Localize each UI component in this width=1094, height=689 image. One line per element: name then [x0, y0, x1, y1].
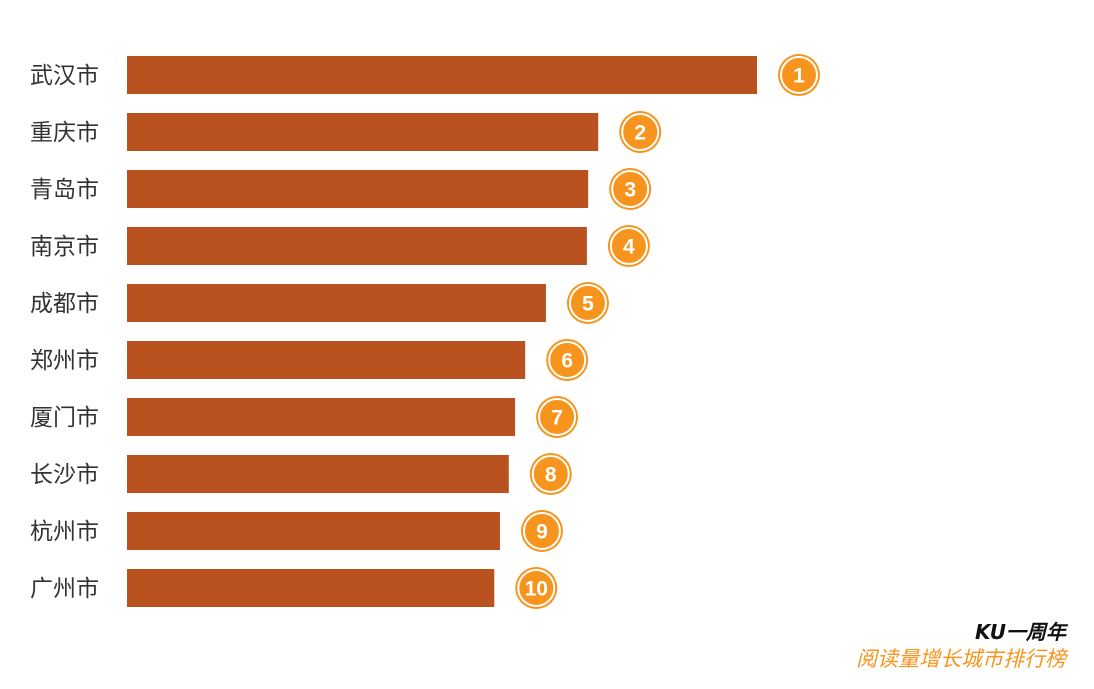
bar: [127, 569, 495, 607]
rank-label: 2: [634, 122, 646, 145]
category-label: 青岛市: [30, 177, 99, 203]
chart-subtitle: 阅读量增长城市排行榜: [856, 647, 1066, 671]
rank-badge-ring: [531, 455, 570, 493]
rank-badge: [607, 225, 650, 267]
rank-badge: [566, 282, 609, 324]
rank-badge: [619, 111, 662, 153]
category-label: 重庆市: [30, 120, 99, 146]
bar: [127, 113, 599, 151]
rank-badge-ring: [780, 56, 818, 94]
rank-badge: [546, 339, 589, 381]
category-label: 杭州市: [30, 519, 99, 545]
rank-label: 7: [551, 407, 563, 430]
bar: [127, 284, 546, 322]
rank-badge: [536, 396, 579, 438]
category-label: 厦门市: [30, 405, 99, 431]
rank-label: 8: [545, 464, 557, 487]
category-label: 广州市: [30, 576, 99, 602]
rank-badge: [609, 168, 652, 210]
rank-badge-ring: [611, 170, 650, 208]
rank-badge-ring: [621, 113, 660, 151]
bar: [127, 455, 509, 493]
rank-badge: [529, 453, 572, 495]
category-label: 南京市: [30, 234, 99, 260]
rank-badge: [778, 54, 820, 96]
bar: [127, 56, 757, 94]
rank-badge: [520, 510, 563, 552]
rank-label: 1: [793, 65, 805, 88]
category-label: 武汉市: [30, 63, 99, 89]
rank-label: 5: [582, 293, 594, 316]
bar: [127, 398, 516, 436]
rank-badge-ring: [517, 569, 556, 607]
rank-label: 9: [536, 521, 548, 544]
bar: [127, 170, 589, 208]
category-label: 成都市: [30, 291, 99, 317]
rank-badge-ring: [568, 284, 607, 322]
chart-title: KU一周年: [974, 620, 1066, 644]
rank-badge-ring: [548, 341, 587, 379]
rank-label: 10: [525, 578, 548, 601]
bar: [127, 341, 526, 379]
bar: [127, 227, 587, 265]
rank-label: 3: [624, 179, 636, 202]
rank-badge-ring: [522, 512, 561, 550]
rank-badge-ring: [609, 227, 648, 265]
rank-badge: [515, 567, 558, 609]
bar: [127, 512, 500, 550]
rank-badge-ring: [538, 398, 577, 436]
rank-label: 4: [623, 236, 635, 259]
rank-label: 6: [561, 350, 573, 373]
category-label: 长沙市: [30, 462, 99, 488]
category-label: 郑州市: [30, 348, 99, 374]
